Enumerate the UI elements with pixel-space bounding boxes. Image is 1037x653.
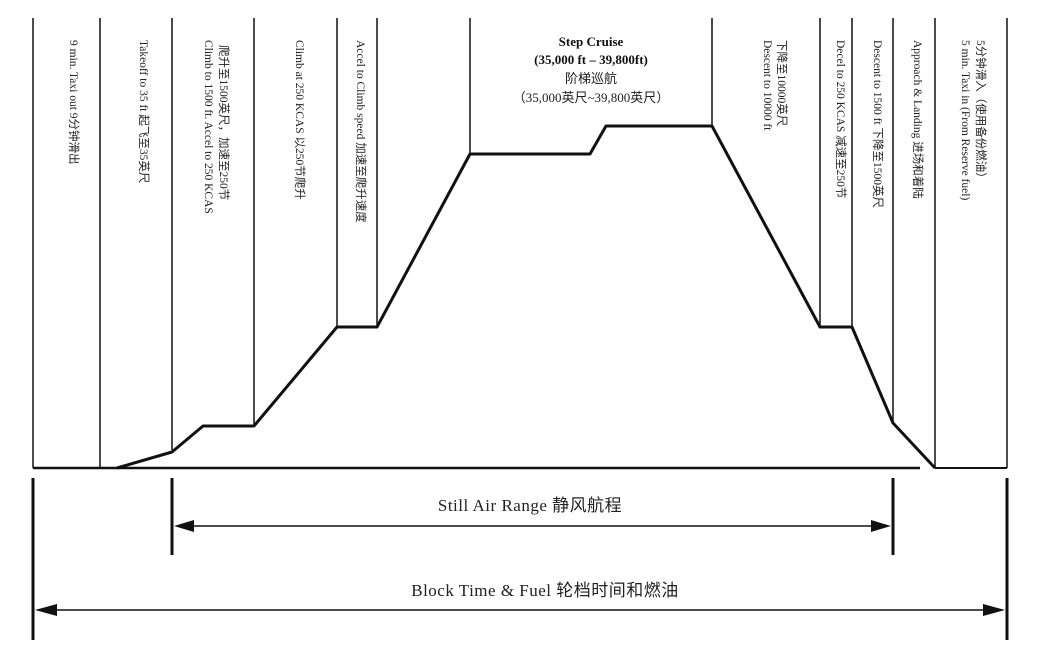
label-taxi-out: 9 min. Taxi out 9分钟滑出: [67, 40, 81, 165]
label-approach: Approach & Landing 进场和着陆: [911, 40, 925, 199]
label-taxi-in-cn: 5分钟滑入（使用备份燃油）: [974, 40, 988, 184]
label-taxi-in-en: 5 min. Taxi in (From Reserve fuel): [959, 40, 971, 200]
label-takeoff: Takeoff to 35 ft 起飞至35英尺: [137, 40, 151, 184]
phase-labels: 9 min. Taxi out 9分钟滑出 Takeoff to 35 ft 起…: [67, 40, 988, 223]
step-cruise-label: Step Cruise (35,000 ft – 39,800ft) 阶梯巡航 …: [513, 34, 670, 105]
arrow-left-icon: [174, 520, 194, 532]
label-descent-10000-cn: 下降至10000英尺: [775, 40, 789, 127]
label-descent-10000-en: Descent to 10000 ft: [761, 40, 773, 131]
label-climb-1500-en: Climb to 1500 ft. Accel to 250 KCAS: [202, 40, 214, 214]
label-accel-climb: Accel to Climb speed 加速至爬升速度: [354, 40, 368, 223]
label-decel-250: Decel to 250 KCAS 减速至250节: [834, 40, 847, 198]
label-descent-1500: Descent to 1500 ft 下降至1500英尺: [871, 40, 885, 209]
cruise-title-cn: 阶梯巡航: [565, 71, 617, 86]
cruise-title: Step Cruise: [559, 34, 624, 49]
arrow-right-icon: [983, 604, 1005, 616]
label-climb-1500-cn: 爬升至1500英尺，加速至250节: [217, 45, 231, 200]
flight-profile-path: [116, 124, 937, 470]
arrow-left-icon: [35, 604, 57, 616]
cruise-range-cn: （35,000英尺~39,800英尺）: [513, 90, 670, 105]
still-air-range-bracket: Still Air Range 静风航程: [170, 478, 895, 555]
still-air-range-label: Still Air Range 静风航程: [438, 496, 622, 515]
label-climb-250: Climb at 250 KCAS 以250节爬升: [293, 40, 306, 200]
block-time-bracket: Block Time & Fuel 轮档时间和燃油: [31, 478, 1009, 640]
cruise-range-en: (35,000 ft – 39,800ft): [534, 52, 648, 67]
phase-dividers: [32, 18, 1008, 468]
block-time-fuel-label: Block Time & Fuel 轮档时间和燃油: [411, 581, 679, 600]
arrow-right-icon: [871, 520, 891, 532]
